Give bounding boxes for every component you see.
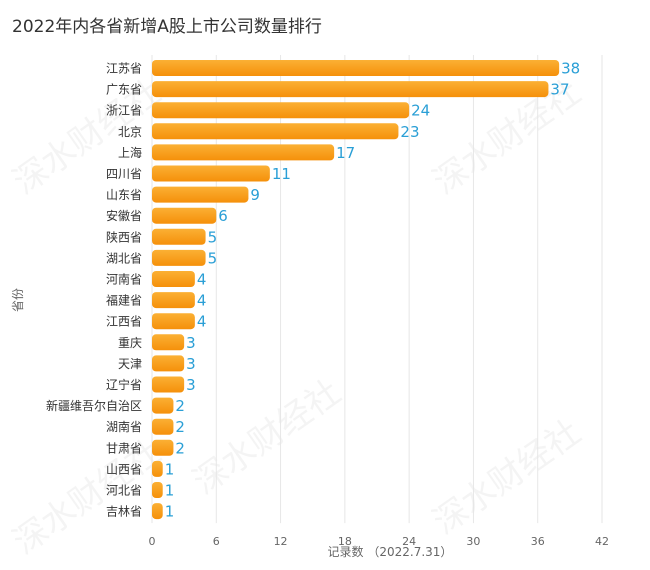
grid-lines [151, 55, 603, 524]
x-tick-label: 42 [595, 535, 609, 548]
category-label: 四川省 [106, 167, 142, 181]
category-label: 浙江省 [106, 104, 142, 118]
bar [152, 207, 217, 224]
x-tick-label: 36 [531, 535, 545, 548]
data-label: 2 [175, 439, 185, 457]
category-label: 江西省 [106, 315, 142, 329]
bar [152, 249, 206, 266]
bar [152, 482, 163, 498]
data-label: 11 [272, 165, 291, 183]
data-label: 17 [336, 144, 355, 162]
category-label: 吉林省 [106, 505, 142, 519]
bars [152, 60, 560, 520]
bar [152, 439, 174, 456]
x-tick-label: 30 [466, 535, 480, 548]
data-label: 4 [197, 292, 207, 310]
y-axis-title: 省份 [11, 288, 25, 312]
data-label: 9 [250, 186, 260, 204]
category-label: 上海 [118, 145, 142, 160]
data-label: 1 [165, 460, 175, 478]
bar [152, 376, 185, 393]
data-label: 38 [561, 60, 580, 78]
data-label: 5 [208, 249, 218, 267]
bar [152, 228, 206, 245]
x-tick-label: 6 [213, 535, 220, 548]
data-label: 4 [197, 271, 207, 289]
bar [152, 271, 195, 287]
category-label: 山西省 [106, 462, 142, 476]
data-label: 2 [175, 397, 185, 415]
data-label: 37 [550, 81, 569, 99]
bar [152, 397, 174, 414]
category-label: 河南省 [106, 272, 142, 287]
bar [152, 334, 185, 351]
bar [152, 102, 410, 119]
x-tick-label: 24 [402, 535, 416, 548]
data-label: 5 [208, 228, 218, 246]
category-labels: 江苏省广东省浙江省北京上海四川省山东省安徽省陕西省湖北省河南省福建省江西省重庆天… [46, 62, 142, 519]
bar [152, 123, 399, 140]
data-label: 1 [165, 482, 175, 500]
category-label: 北京 [118, 125, 142, 139]
chart-title: 2022年内各省新增A股上市公司数量排行 [12, 17, 322, 37]
category-label: 福建省 [106, 293, 142, 308]
bar [152, 165, 270, 182]
category-label: 湖南省 [106, 419, 142, 434]
category-label: 山东省 [106, 188, 142, 202]
category-label: 河北省 [106, 484, 142, 498]
bar [152, 81, 549, 98]
category-label: 湖北省 [106, 250, 142, 265]
bar [152, 503, 163, 520]
data-label: 23 [400, 123, 419, 141]
bar [152, 418, 174, 435]
bar [152, 292, 195, 309]
category-label: 辽宁省 [106, 377, 142, 392]
data-label: 4 [197, 313, 207, 331]
x-tick-label: 18 [338, 535, 352, 548]
data-label: 3 [186, 355, 196, 373]
bar [152, 60, 560, 76]
category-label: 甘肃省 [106, 441, 142, 455]
data-label: 3 [186, 376, 196, 394]
bar [152, 355, 185, 372]
category-label: 天津 [118, 357, 142, 371]
data-label: 2 [175, 418, 185, 436]
category-label: 重庆 [118, 336, 142, 350]
bar [152, 144, 335, 161]
x-tick-labels: 0 6 12 18 24 30 36 42 [149, 535, 610, 548]
data-label: 1 [165, 503, 175, 521]
data-label: 3 [186, 334, 196, 352]
data-label: 24 [411, 102, 430, 120]
x-axis-title: 记录数 （2022.7.31） [328, 544, 453, 559]
category-label: 江苏省 [106, 62, 142, 76]
bar [152, 460, 163, 477]
category-label: 新疆维吾尔自治区 [46, 398, 142, 413]
category-label: 广东省 [106, 83, 142, 97]
data-label: 6 [218, 207, 228, 225]
x-tick-label: 12 [274, 535, 288, 548]
bar [152, 186, 249, 203]
bar [152, 313, 195, 330]
category-label: 安徽省 [106, 208, 142, 223]
category-label: 陕西省 [106, 229, 142, 244]
x-tick-label: 0 [149, 535, 156, 548]
